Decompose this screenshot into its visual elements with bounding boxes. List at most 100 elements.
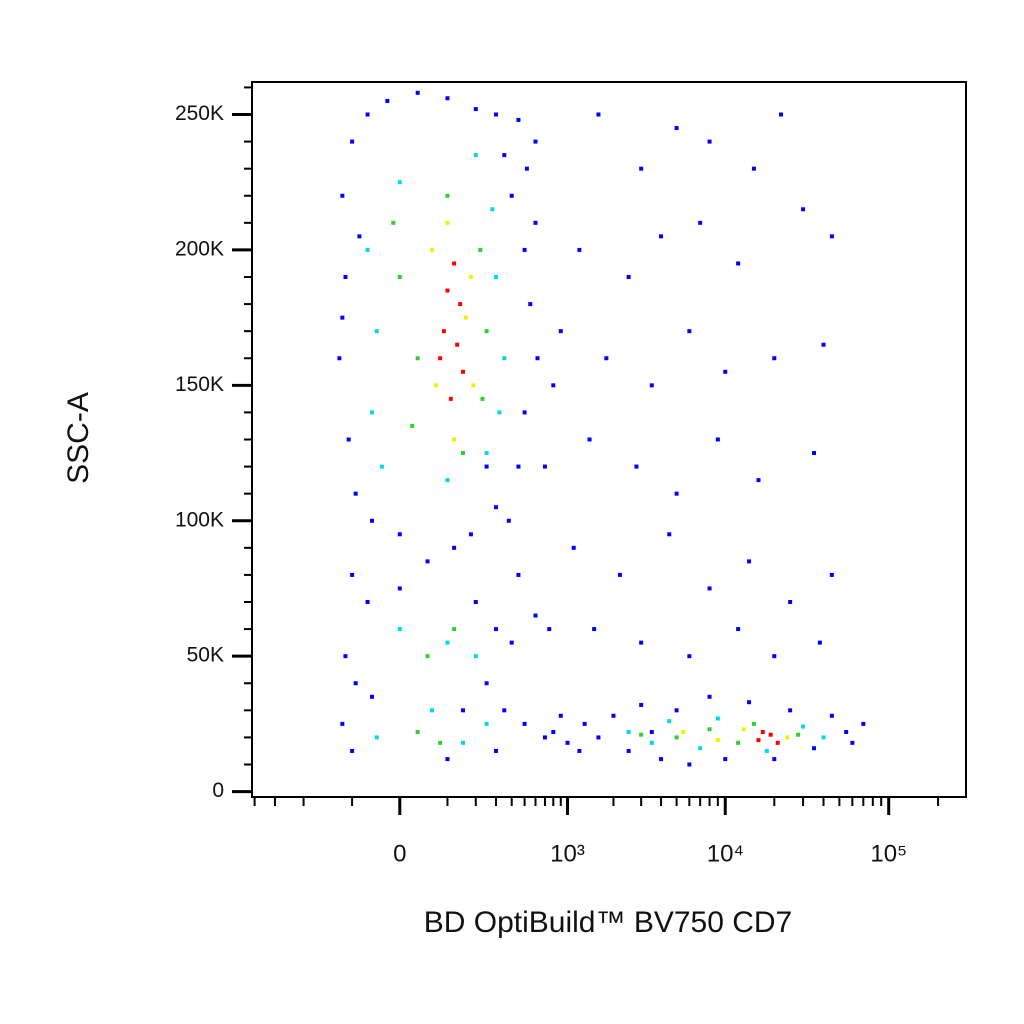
data-point — [698, 746, 703, 751]
data-point — [707, 727, 712, 732]
data-point — [736, 627, 741, 632]
data-point — [452, 627, 457, 632]
data-point — [473, 107, 478, 112]
data-point — [480, 396, 485, 401]
data-point — [516, 117, 521, 122]
data-point — [370, 694, 375, 699]
data-point — [337, 356, 342, 361]
data-point — [346, 437, 351, 442]
data-point — [397, 627, 402, 632]
data-point — [391, 220, 396, 225]
data-point — [461, 708, 466, 713]
data-point — [558, 329, 563, 334]
data-point — [445, 288, 450, 293]
data-point — [551, 730, 556, 734]
y-tick-label: 0 — [212, 779, 224, 802]
data-point — [425, 559, 430, 564]
data-point — [788, 600, 793, 604]
data-point — [639, 702, 644, 707]
data-point — [829, 713, 834, 718]
data-point — [370, 410, 375, 415]
data-point — [741, 727, 746, 732]
data-point — [577, 748, 582, 753]
data-point — [681, 730, 686, 734]
data-point — [801, 724, 806, 729]
data-point — [674, 126, 679, 131]
data-point — [340, 315, 345, 320]
data-point — [626, 748, 631, 753]
data-point — [772, 654, 777, 659]
x-tick-label: 10³ — [550, 840, 585, 867]
data-point — [723, 757, 728, 762]
data-point — [365, 600, 370, 604]
data-point — [365, 247, 370, 252]
data-point — [445, 96, 450, 101]
data-point — [779, 112, 784, 117]
data-point — [611, 713, 616, 718]
data-point — [522, 247, 527, 252]
data-point — [452, 437, 457, 442]
data-point — [821, 342, 826, 347]
data-point — [639, 640, 644, 645]
x-tick-label: 10⁴ — [707, 840, 744, 867]
data-point — [350, 748, 355, 753]
data-point — [674, 708, 679, 713]
data-point — [812, 451, 817, 456]
y-tick-label: 200K — [175, 237, 224, 260]
data-point — [397, 532, 402, 537]
data-point — [350, 139, 355, 144]
data-point — [473, 600, 478, 604]
data-point — [667, 719, 672, 724]
data-point — [639, 166, 644, 171]
data-point — [461, 369, 466, 374]
data-point — [756, 478, 761, 483]
data-point — [715, 716, 720, 721]
data-point — [343, 654, 348, 659]
data-point — [596, 112, 601, 117]
data-point — [493, 275, 498, 279]
data-point — [667, 532, 672, 537]
data-point — [374, 329, 379, 334]
data-point — [751, 721, 756, 726]
data-point — [473, 654, 478, 659]
plot-frame — [251, 81, 967, 798]
data-point — [772, 757, 777, 762]
data-point — [438, 356, 443, 361]
data-point — [542, 735, 547, 740]
data-point — [533, 139, 538, 144]
data-point — [370, 518, 375, 523]
data-point — [445, 193, 450, 198]
data-point — [468, 275, 473, 279]
data-point — [506, 518, 511, 523]
data-point — [343, 275, 348, 279]
data-point — [353, 681, 358, 686]
data-point — [445, 220, 450, 225]
data-point — [397, 586, 402, 591]
data-point — [484, 464, 489, 469]
data-point — [747, 700, 752, 705]
data-point — [639, 732, 644, 737]
data-point — [533, 220, 538, 225]
data-point — [788, 708, 793, 713]
data-point — [353, 491, 358, 496]
data-point — [438, 740, 443, 745]
data-point — [617, 572, 622, 577]
data-point — [425, 654, 430, 659]
data-point — [829, 234, 834, 239]
data-point — [493, 748, 498, 753]
data-point — [441, 329, 446, 334]
data-point — [509, 193, 514, 198]
data-point — [524, 166, 529, 171]
data-point — [397, 275, 402, 279]
data-point — [821, 735, 826, 740]
data-point — [592, 627, 597, 632]
data-point — [490, 207, 495, 212]
data-point — [707, 586, 712, 591]
data-point — [484, 681, 489, 686]
data-point — [812, 746, 817, 751]
data-point — [502, 153, 507, 158]
data-point — [471, 383, 476, 388]
data-point — [528, 302, 533, 307]
data-point — [715, 738, 720, 743]
data-point — [751, 166, 756, 171]
